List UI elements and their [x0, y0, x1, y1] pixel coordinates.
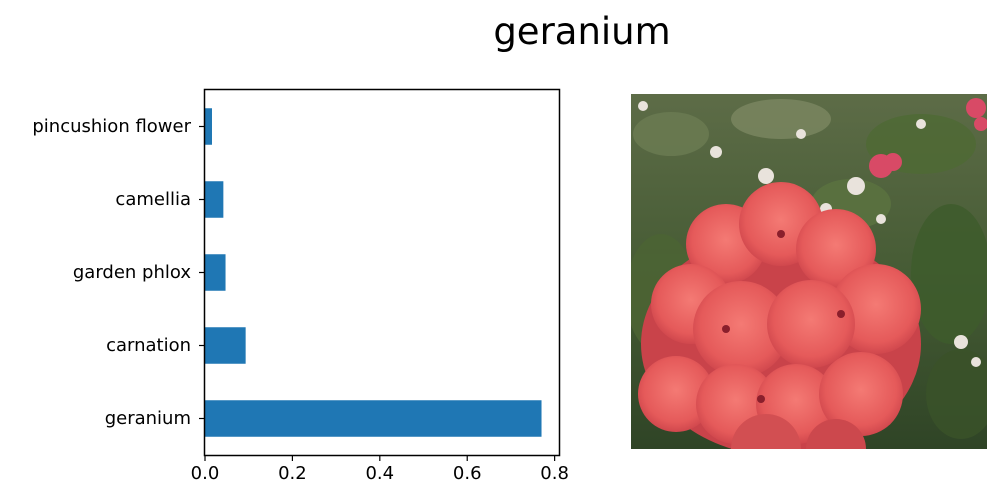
bar-geranium [205, 400, 542, 437]
geranium-bloom [638, 182, 921, 449]
x-tick-label: 0.0 [191, 463, 220, 484]
flower-photo [631, 94, 987, 449]
y-tick-label: camellia [115, 189, 191, 210]
x-axis: 0.0 0.2 0.4 0.6 0.8 [191, 455, 569, 484]
geranium-photo-illustration [631, 94, 987, 449]
small-white-flowers [638, 101, 981, 367]
x-tick-label: 0.6 [453, 463, 482, 484]
background-pink-flowers [869, 98, 987, 178]
x-tick-label: 0.8 [540, 463, 569, 484]
y-tick-label: pincushion flower [32, 116, 191, 137]
figure-title: geranium [493, 10, 671, 53]
bar-group [205, 108, 542, 437]
bar-chart: geranium carnation garden phlox camellia pin… [32, 88, 569, 484]
y-axis: geranium carnation garden phlox camellia pin… [32, 116, 205, 429]
y-tick-label: geranium [105, 408, 191, 429]
bar-garden-phlox [205, 254, 226, 291]
y-tick-label: carnation [106, 335, 191, 356]
x-tick-label: 0.2 [278, 463, 307, 484]
bar-carnation [205, 327, 246, 364]
bar-camellia [205, 181, 224, 218]
bar-pincushion-flower [205, 108, 212, 145]
x-tick-label: 0.4 [365, 463, 394, 484]
y-tick-label: garden phlox [73, 262, 191, 283]
